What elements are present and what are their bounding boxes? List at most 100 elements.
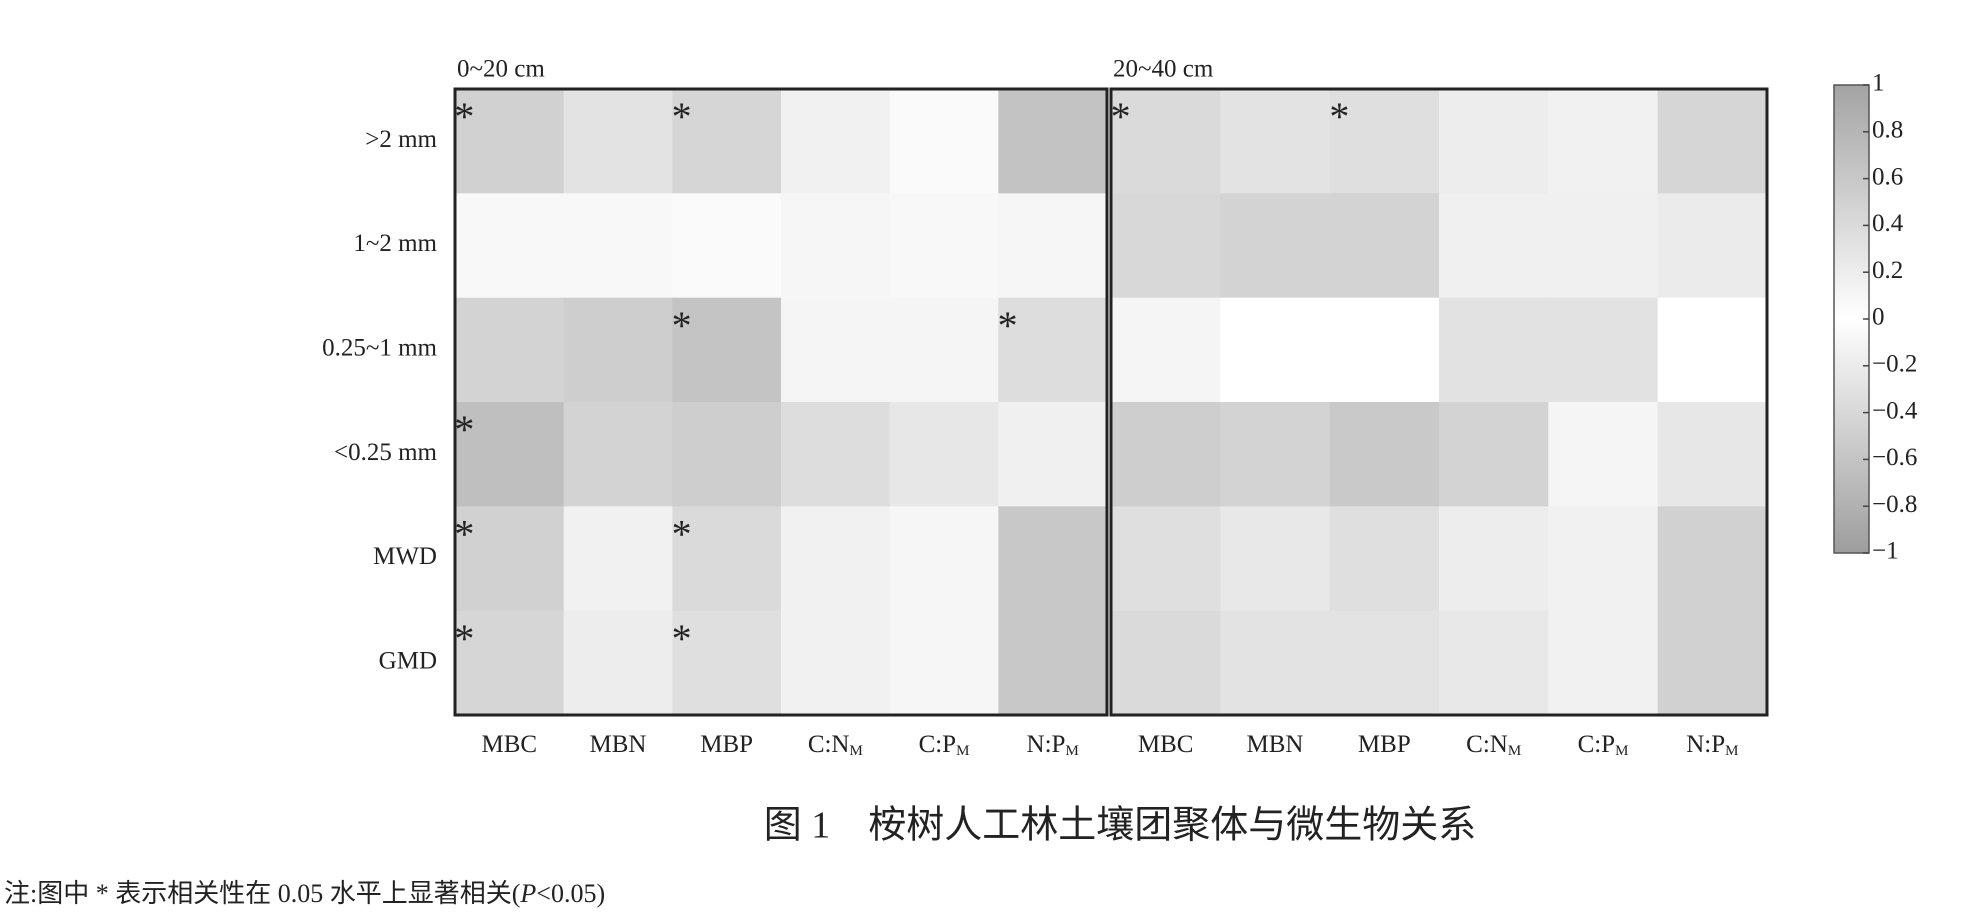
x-label-text: C:P — [1578, 731, 1616, 758]
heatmap-cell — [1548, 610, 1659, 716]
colorbar-tick-label: 0.4 — [1872, 210, 1904, 237]
x-label-text: N:P — [1686, 731, 1725, 758]
x-tick-label: C:PM — [1578, 731, 1629, 760]
x-label-text: MBC — [1138, 731, 1194, 758]
colorbar-tick-label: −0.2 — [1872, 351, 1917, 378]
heatmap-cell — [455, 297, 565, 403]
heatmap-cell — [1111, 610, 1221, 716]
x-label-text: MBN — [590, 731, 647, 758]
colorbar-tick-label: −0.6 — [1872, 444, 1917, 471]
heatmap-cell — [1439, 193, 1549, 299]
heatmap-cell — [1657, 89, 1768, 194]
x-tick-label: MBP — [700, 731, 753, 758]
x-tick-label: MBC — [482, 731, 538, 758]
significance-mark: * — [672, 616, 692, 661]
colorbar-tick-label: 0 — [1872, 304, 1885, 331]
heatmap-cell — [455, 506, 565, 612]
heatmap-cell — [1220, 402, 1331, 507]
heatmap-cell — [781, 506, 891, 612]
x-label-text: MBC — [482, 731, 538, 758]
heatmap-cell — [1220, 89, 1331, 194]
heatmap-cell — [889, 297, 999, 403]
heatmap-cell — [1329, 193, 1440, 299]
heatmap-cell — [1439, 506, 1549, 612]
y-tick-label: >2 mm — [365, 126, 437, 153]
significance-mark: * — [998, 303, 1018, 348]
heatmap-cell — [889, 89, 999, 194]
heatmap-cell — [1548, 89, 1659, 194]
heatmap-cell — [563, 506, 673, 612]
heatmap-cell — [781, 89, 891, 194]
note-text: 注:图中 * 表示相关性在 0.05 水平上显著相关( — [4, 879, 520, 908]
y-tick-label: MWD — [373, 543, 437, 570]
x-tick-label: C:NM — [1466, 731, 1521, 760]
heatmap-cell — [1111, 506, 1221, 612]
x-label-text: MBP — [700, 731, 753, 758]
heatmap-cell — [563, 297, 673, 403]
heatmap-cell — [1220, 610, 1331, 716]
heatmap-cell — [1329, 506, 1440, 612]
heatmap-cell — [1657, 193, 1768, 299]
heatmap-cell — [781, 193, 891, 299]
heatmap-cell — [672, 402, 782, 507]
heatmap-cell — [1111, 193, 1221, 299]
heatmap-cell — [563, 402, 673, 507]
heatmap-cell — [1439, 89, 1549, 194]
y-tick-label: 1~2 mm — [353, 230, 437, 257]
heatmap-cell — [1329, 610, 1440, 716]
colorbar-tick-label: −1 — [1872, 538, 1899, 565]
heatmap-cell — [889, 506, 999, 612]
heatmap-cell — [889, 193, 999, 299]
panel-frame — [453, 87, 1109, 717]
x-label-text: C:N — [808, 731, 850, 758]
x-tick-label: N:PM — [1686, 731, 1738, 760]
heatmap-cell — [1220, 193, 1331, 299]
heatmap-cell — [1111, 297, 1221, 403]
x-label-subscript: M — [1615, 743, 1628, 759]
heatmap-cell — [1439, 610, 1549, 716]
y-tick-label: GMD — [379, 648, 437, 675]
heatmap-cell — [1220, 297, 1331, 403]
x-tick-label: MBC — [1138, 731, 1194, 758]
heatmap-cell — [1548, 506, 1659, 612]
heatmap-cell — [563, 89, 673, 194]
heatmap-cell — [998, 297, 1108, 403]
heatmap-cell — [1657, 610, 1768, 716]
heatmap-cell — [889, 402, 999, 507]
note-italic: P — [519, 879, 536, 908]
x-label-subscript: M — [1508, 743, 1521, 759]
heatmap-cell — [1111, 89, 1221, 194]
panel-title: 20~40 cm — [1113, 56, 1214, 83]
x-label-text: C:P — [919, 731, 957, 758]
heatmap-cell — [455, 610, 565, 716]
x-label-text: C:N — [1466, 731, 1508, 758]
heatmap-cell — [998, 402, 1108, 507]
heatmap-cell — [889, 610, 999, 716]
heatmap-cell — [1439, 402, 1549, 507]
colorbar-tick-label: −0.8 — [1872, 491, 1917, 518]
x-label-subscript: M — [1725, 743, 1738, 759]
heatmap-cell — [455, 193, 565, 299]
heatmap-cell — [998, 610, 1108, 716]
heatmap-cell — [1329, 89, 1440, 194]
heatmap-cell — [672, 506, 782, 612]
heatmap-cell — [998, 193, 1108, 299]
significance-mark: * — [672, 94, 692, 139]
y-tick-label: 0.25~1 mm — [322, 335, 437, 362]
note-text: <0.05) — [536, 879, 605, 908]
caption: 图 1 桉树人工林土壤团聚体与微生物关系 — [764, 805, 1477, 847]
significance-mark: * — [1329, 94, 1349, 139]
x-label-text: MBP — [1358, 731, 1411, 758]
x-label-subscript: M — [850, 743, 863, 759]
significance-mark: * — [454, 94, 474, 139]
x-tick-label: MBP — [1358, 731, 1411, 758]
heatmap-cell — [1657, 402, 1768, 507]
significance-mark: * — [672, 512, 692, 557]
heatmap-cell — [998, 506, 1108, 612]
x-tick-label: MBN — [590, 731, 647, 758]
significance-mark: * — [454, 407, 474, 452]
x-label-subscript: M — [956, 743, 969, 759]
significance-mark: * — [454, 512, 474, 557]
x-tick-label: C:PM — [919, 731, 970, 760]
